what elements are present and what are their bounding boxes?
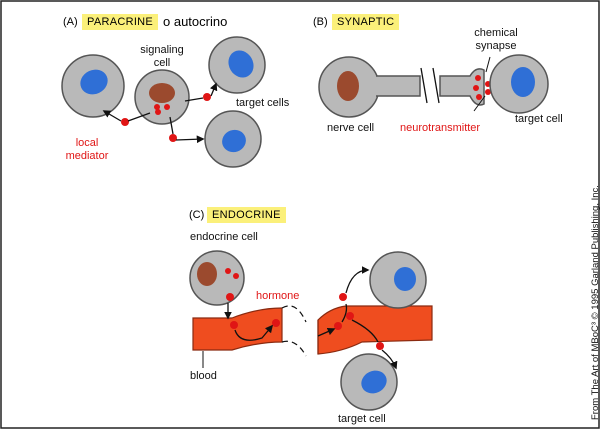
panel-a-letter: (A) bbox=[63, 16, 78, 28]
local-mediator-molecule bbox=[121, 118, 129, 126]
nucleus bbox=[394, 267, 416, 291]
hormone-molecule bbox=[226, 293, 234, 301]
target-cell-top-right bbox=[208, 36, 266, 94]
arrow bbox=[102, 110, 122, 122]
blood-vessel bbox=[317, 305, 433, 355]
arrow bbox=[317, 327, 336, 337]
vessel-break bbox=[281, 305, 307, 323]
secretory-vesicle bbox=[233, 273, 239, 279]
nucleus bbox=[197, 262, 217, 286]
chemical-synapse-label: chemical synapse bbox=[474, 27, 518, 52]
panel-c-letter: (C) bbox=[189, 209, 205, 221]
arrow bbox=[345, 266, 370, 294]
vessel-break bbox=[281, 340, 307, 357]
nucleus bbox=[511, 67, 535, 97]
arrow bbox=[175, 135, 205, 144]
nucleus bbox=[149, 83, 175, 103]
axon-break-mark bbox=[420, 67, 428, 104]
synaptic-target-cell-label: target cell bbox=[515, 113, 563, 125]
secretory-vesicle bbox=[154, 104, 160, 110]
neurotransmitter-label: neurotransmitter bbox=[400, 122, 481, 134]
endocrine-target-cell-top bbox=[369, 251, 427, 309]
target-cell-left bbox=[61, 54, 125, 118]
secretory-vesicle bbox=[164, 104, 170, 110]
nucleus bbox=[222, 129, 246, 153]
synaptic-vesicle bbox=[475, 75, 481, 81]
copyright-credit: From The Art of MBoC³ © 1995 Garland Pub… bbox=[590, 185, 600, 420]
axon-break-mark bbox=[432, 67, 440, 104]
signaling-cell bbox=[134, 69, 190, 125]
synaptic-panel bbox=[318, 54, 549, 118]
arrow bbox=[127, 112, 151, 122]
paracrine-tag: PARACRINE bbox=[82, 14, 159, 30]
synaptic-target-cell bbox=[489, 54, 549, 114]
target-cells-label: target cells bbox=[236, 97, 290, 109]
local-mediator-molecule bbox=[203, 93, 211, 101]
local-mediator-molecule bbox=[155, 109, 161, 115]
panel-b-letter: (B) bbox=[313, 16, 328, 28]
nerve-cell-label: nerve cell bbox=[327, 122, 375, 134]
blood-label: blood bbox=[190, 370, 217, 382]
nucleus bbox=[80, 69, 108, 95]
arrow bbox=[381, 349, 398, 370]
arrow bbox=[184, 97, 204, 102]
nucleus bbox=[337, 71, 359, 101]
paracrine-panel bbox=[61, 36, 266, 168]
arrow bbox=[341, 303, 348, 323]
endocrine-target-cell-label: target cell bbox=[338, 413, 386, 425]
arrow bbox=[351, 319, 379, 343]
hormone-molecule bbox=[230, 321, 238, 329]
hormone-molecule bbox=[334, 322, 342, 330]
neurotransmitter-molecule bbox=[485, 89, 491, 95]
leader-line bbox=[485, 56, 491, 73]
hormone-molecule bbox=[346, 312, 354, 320]
endocrine-cell-label: endocrine cell bbox=[190, 231, 258, 243]
endocrine-tag: ENDOCRINE bbox=[207, 207, 286, 223]
endocrine-panel bbox=[189, 250, 433, 411]
synaptic-vesicle bbox=[473, 85, 479, 91]
hormone-label: hormone bbox=[256, 290, 300, 302]
synaptic-tag: SYNAPTIC bbox=[332, 14, 400, 30]
endocrine-target-cell-bottom bbox=[340, 353, 398, 411]
axon-terminal bbox=[439, 68, 485, 106]
secretory-vesicle bbox=[225, 268, 231, 274]
leader-line bbox=[473, 95, 486, 112]
synaptic-vesicle bbox=[476, 94, 482, 100]
endocrine-cell bbox=[189, 250, 245, 306]
hormone-molecule bbox=[376, 342, 384, 350]
blood-vessel bbox=[192, 307, 283, 351]
nucleus bbox=[228, 50, 254, 78]
autocrino-label: o autocrino bbox=[163, 14, 228, 29]
signaling-cell-label: signaling cell bbox=[140, 44, 184, 69]
hormone-molecule bbox=[272, 319, 280, 327]
arrow bbox=[210, 82, 218, 97]
arrow bbox=[169, 116, 174, 135]
local-mediator-molecule bbox=[169, 134, 177, 142]
hormone-molecule bbox=[339, 293, 347, 301]
local-mediator-label: local mediator bbox=[65, 137, 109, 162]
nerve-cell bbox=[318, 56, 421, 118]
nucleus bbox=[361, 370, 387, 394]
target-cell-bottom-right bbox=[204, 110, 262, 168]
arrow bbox=[234, 324, 273, 341]
